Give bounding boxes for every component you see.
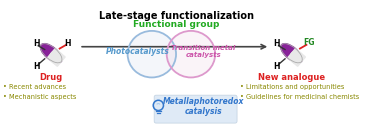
Text: Metallaphotoredox
catalysis: Metallaphotoredox catalysis (163, 97, 244, 116)
Text: H: H (273, 62, 280, 71)
FancyBboxPatch shape (288, 49, 305, 66)
Text: H: H (33, 62, 40, 71)
Ellipse shape (281, 44, 302, 63)
Text: FG: FG (304, 38, 315, 47)
Text: • Mechanistic aspects: • Mechanistic aspects (3, 94, 76, 100)
Ellipse shape (128, 31, 176, 77)
Ellipse shape (40, 44, 62, 63)
Text: H: H (33, 39, 40, 48)
FancyBboxPatch shape (154, 95, 237, 123)
Text: New analogue: New analogue (258, 73, 325, 82)
Text: Photocatalysts: Photocatalysts (106, 47, 170, 56)
Text: Transition metal
catalysts: Transition metal catalysts (171, 45, 235, 58)
Ellipse shape (50, 51, 62, 64)
Ellipse shape (167, 31, 215, 77)
Text: H: H (273, 39, 280, 48)
Text: • Recent advances: • Recent advances (3, 84, 66, 90)
Ellipse shape (290, 51, 303, 64)
Text: Drug: Drug (40, 73, 63, 82)
Text: • Guidelines for medicinal chemists: • Guidelines for medicinal chemists (240, 94, 359, 100)
Text: • Limitations and opportunities: • Limitations and opportunities (240, 84, 345, 90)
FancyBboxPatch shape (47, 49, 65, 66)
Text: H: H (65, 39, 71, 48)
Ellipse shape (40, 44, 62, 63)
Text: Functional group: Functional group (133, 20, 219, 29)
Text: Late-stage functionalization: Late-stage functionalization (99, 11, 254, 21)
Ellipse shape (281, 44, 302, 63)
